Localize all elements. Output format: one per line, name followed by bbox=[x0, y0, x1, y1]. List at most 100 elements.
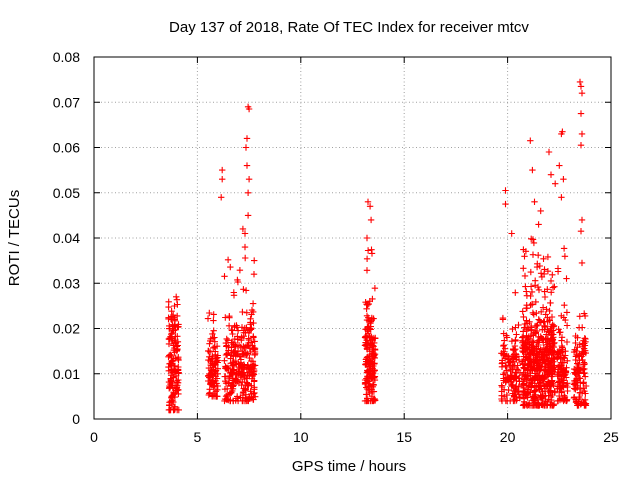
data-point bbox=[244, 380, 251, 387]
data-point bbox=[239, 225, 247, 233]
data-point bbox=[223, 343, 230, 350]
data-point bbox=[571, 365, 578, 373]
data-point bbox=[507, 366, 515, 373]
data-point bbox=[167, 351, 174, 358]
data-point bbox=[548, 349, 555, 356]
data-point bbox=[229, 330, 236, 338]
data-point bbox=[530, 395, 538, 402]
data-point bbox=[521, 342, 529, 350]
data-point bbox=[579, 366, 587, 373]
data-point bbox=[563, 309, 571, 316]
data-point bbox=[366, 203, 374, 210]
data-point bbox=[218, 194, 225, 201]
data-point bbox=[530, 346, 537, 353]
data-point bbox=[232, 343, 239, 350]
data-point bbox=[548, 396, 555, 404]
data-point bbox=[242, 254, 249, 262]
data-point bbox=[168, 335, 175, 342]
data-point bbox=[174, 366, 182, 373]
data-point bbox=[580, 361, 587, 368]
data-point bbox=[562, 316, 569, 324]
data-point bbox=[363, 391, 370, 398]
data-point bbox=[519, 371, 526, 379]
data-point bbox=[573, 399, 580, 406]
data-point bbox=[173, 293, 180, 300]
data-point bbox=[508, 381, 515, 388]
data-point bbox=[250, 308, 257, 316]
data-point bbox=[538, 353, 545, 360]
data-point bbox=[580, 384, 587, 392]
data-point bbox=[233, 376, 240, 383]
data-point bbox=[558, 194, 565, 201]
data-point bbox=[367, 216, 375, 224]
data-point bbox=[579, 356, 586, 364]
data-point bbox=[210, 317, 217, 324]
data-point bbox=[243, 309, 250, 316]
data-point bbox=[166, 401, 173, 409]
data-point bbox=[549, 271, 556, 278]
data-point bbox=[363, 345, 371, 352]
data-point bbox=[531, 391, 539, 399]
data-point bbox=[524, 402, 531, 409]
data-point bbox=[546, 340, 553, 347]
data-point bbox=[206, 370, 213, 378]
data-point bbox=[172, 340, 179, 347]
data-point bbox=[370, 381, 377, 388]
data-point bbox=[522, 283, 529, 290]
data-point bbox=[559, 347, 566, 355]
data-point bbox=[533, 263, 541, 271]
data-point bbox=[224, 385, 231, 392]
data-point bbox=[561, 371, 568, 379]
data-point bbox=[166, 322, 173, 330]
data-point bbox=[504, 397, 511, 405]
data-point bbox=[523, 376, 530, 384]
data-point bbox=[539, 304, 547, 311]
data-point bbox=[527, 283, 535, 290]
data-point bbox=[167, 384, 174, 391]
data-point bbox=[227, 360, 234, 367]
data-point bbox=[245, 342, 252, 349]
data-point bbox=[239, 308, 246, 316]
data-point bbox=[245, 105, 253, 113]
data-point bbox=[546, 307, 553, 315]
data-point bbox=[527, 292, 534, 300]
x-tick-labels: 0 5 10 15 20 25 bbox=[90, 429, 619, 445]
data-point bbox=[175, 369, 182, 376]
data-point bbox=[527, 137, 534, 144]
data-point bbox=[206, 340, 213, 347]
data-point bbox=[222, 378, 229, 385]
data-point bbox=[511, 375, 518, 382]
y-tick-label: 0.01 bbox=[53, 366, 80, 382]
data-point bbox=[233, 322, 240, 329]
data-point bbox=[552, 180, 559, 187]
data-point bbox=[571, 346, 578, 353]
data-point bbox=[241, 397, 249, 405]
x-tick-label: 20 bbox=[500, 429, 516, 445]
data-point bbox=[242, 144, 250, 151]
data-point bbox=[230, 359, 237, 366]
data-point bbox=[249, 300, 257, 307]
data-point bbox=[541, 266, 548, 273]
data-point bbox=[528, 288, 536, 296]
data-point bbox=[239, 378, 246, 386]
data-point bbox=[535, 341, 542, 349]
data-point bbox=[554, 351, 562, 358]
data-point bbox=[236, 365, 244, 372]
data-point bbox=[576, 389, 584, 397]
data-point bbox=[173, 377, 180, 385]
data-point bbox=[243, 135, 251, 142]
data-point bbox=[247, 319, 254, 326]
data-point bbox=[522, 401, 530, 408]
data-point bbox=[558, 388, 565, 395]
data-point bbox=[538, 401, 545, 408]
data-point bbox=[547, 402, 554, 409]
data-point bbox=[560, 377, 567, 384]
data-point bbox=[577, 228, 585, 235]
data-point bbox=[227, 382, 234, 389]
data-point bbox=[528, 324, 535, 331]
data-point bbox=[521, 324, 528, 331]
data-point bbox=[580, 380, 587, 387]
data-point bbox=[249, 361, 257, 368]
data-point bbox=[173, 296, 181, 303]
data-point bbox=[502, 187, 509, 194]
